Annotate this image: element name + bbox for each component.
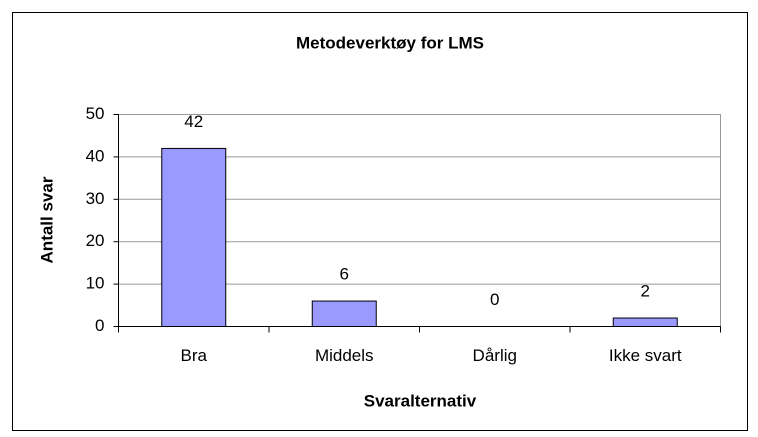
x-tick-label: Ikke svart <box>609 346 682 365</box>
y-tick-label: 50 <box>86 104 105 123</box>
y-tick-label: 0 <box>95 316 104 335</box>
y-axis-label: Antall svar <box>37 176 56 263</box>
y-tick-label: 40 <box>86 146 105 165</box>
data-label: 42 <box>184 112 203 131</box>
data-label: 6 <box>340 265 349 284</box>
y-tick-label: 20 <box>86 231 105 250</box>
x-tick-label: Dårlig <box>473 346 517 365</box>
y-tick-label: 30 <box>86 189 105 208</box>
bar <box>612 317 678 327</box>
bar <box>161 147 227 327</box>
x-tick-label: Bra <box>181 346 208 365</box>
y-tick-label: 10 <box>86 274 105 293</box>
x-tick-label: Middels <box>315 346 374 365</box>
x-axis-label: Svaralternativ <box>364 391 477 410</box>
bar <box>311 300 377 327</box>
chart-title: Metodeverktøy for LMS <box>296 33 484 52</box>
data-label: 2 <box>641 282 650 301</box>
data-label: 0 <box>490 290 499 309</box>
